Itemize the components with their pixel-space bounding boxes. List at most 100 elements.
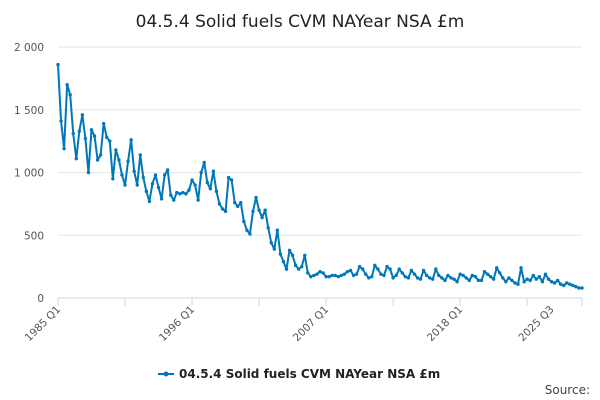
data-point[interactable] xyxy=(571,283,575,288)
data-point[interactable] xyxy=(479,278,484,283)
data-point[interactable] xyxy=(488,274,493,279)
data-point[interactable] xyxy=(181,190,185,195)
data-point[interactable] xyxy=(397,267,401,271)
data-point[interactable] xyxy=(348,268,353,273)
data-point[interactable] xyxy=(473,274,478,279)
data-point[interactable] xyxy=(525,277,529,281)
data-point[interactable] xyxy=(77,129,82,133)
data-point[interactable] xyxy=(190,178,194,182)
data-point[interactable] xyxy=(424,273,429,278)
data-point[interactable] xyxy=(403,274,407,279)
data-point[interactable] xyxy=(437,273,441,278)
data-point[interactable] xyxy=(458,272,462,276)
data-point[interactable] xyxy=(504,279,508,284)
data-point[interactable] xyxy=(156,185,161,190)
data-point[interactable] xyxy=(172,198,176,202)
data-point[interactable] xyxy=(324,274,328,279)
data-point[interactable] xyxy=(552,281,557,285)
data-point[interactable] xyxy=(257,208,261,212)
data-point[interactable] xyxy=(211,169,216,173)
data-point[interactable] xyxy=(86,170,91,175)
data-point[interactable] xyxy=(290,253,295,258)
data-point[interactable] xyxy=(123,183,127,187)
data-point[interactable] xyxy=(537,274,542,279)
data-point[interactable] xyxy=(272,247,276,251)
data-point[interactable] xyxy=(153,173,158,177)
data-point[interactable] xyxy=(159,197,164,201)
data-point[interactable] xyxy=(491,277,496,281)
data-point[interactable] xyxy=(245,228,249,232)
data-point[interactable] xyxy=(205,180,209,185)
data-point[interactable] xyxy=(476,278,481,283)
data-point[interactable] xyxy=(485,272,490,276)
data-point[interactable] xyxy=(336,274,340,279)
data-point[interactable] xyxy=(117,158,121,162)
data-point[interactable] xyxy=(315,272,319,276)
data-point[interactable] xyxy=(467,278,471,283)
data-point[interactable] xyxy=(199,170,203,175)
data-point[interactable] xyxy=(309,274,313,279)
data-point[interactable] xyxy=(565,281,569,285)
data-point[interactable] xyxy=(141,175,145,180)
data-point[interactable] xyxy=(208,187,213,191)
data-point[interactable] xyxy=(330,273,334,278)
data-point[interactable] xyxy=(327,274,331,279)
data-point[interactable] xyxy=(434,267,438,271)
data-point[interactable] xyxy=(574,285,578,289)
data-point[interactable] xyxy=(531,273,535,278)
data-point[interactable] xyxy=(501,276,505,280)
data-point[interactable] xyxy=(443,278,447,283)
data-point[interactable] xyxy=(360,267,365,271)
data-point[interactable] xyxy=(229,178,234,182)
data-point[interactable] xyxy=(577,286,581,290)
data-point[interactable] xyxy=(376,267,380,271)
data-point[interactable] xyxy=(580,286,584,290)
data-point[interactable] xyxy=(284,267,289,271)
data-point[interactable] xyxy=(440,276,444,280)
data-point[interactable] xyxy=(98,153,103,157)
data-point[interactable] xyxy=(263,208,267,212)
data-point[interactable] xyxy=(147,199,152,204)
data-point[interactable] xyxy=(409,268,414,273)
data-point[interactable] xyxy=(528,278,532,283)
data-point[interactable] xyxy=(120,173,124,177)
data-point[interactable] xyxy=(187,188,191,192)
data-point[interactable] xyxy=(281,259,286,264)
data-point[interactable] xyxy=(214,189,219,194)
data-point[interactable] xyxy=(345,269,350,274)
data-point[interactable] xyxy=(357,264,362,269)
data-point[interactable] xyxy=(296,267,301,271)
data-point[interactable] xyxy=(333,273,337,278)
data-point[interactable] xyxy=(354,272,359,276)
data-point[interactable] xyxy=(495,266,499,270)
legend[interactable]: 04.5.4 Solid fuels CVM NAYear NSA £m xyxy=(158,367,440,381)
data-point[interactable] xyxy=(540,279,545,284)
data-point[interactable] xyxy=(196,198,200,202)
data-point[interactable] xyxy=(470,273,475,278)
data-point[interactable] xyxy=(412,272,417,276)
data-point[interactable] xyxy=(248,232,252,236)
data-point[interactable] xyxy=(269,241,273,245)
data-point[interactable] xyxy=(178,192,182,196)
data-point[interactable] xyxy=(236,204,240,209)
data-point[interactable] xyxy=(446,273,450,278)
data-point[interactable] xyxy=(342,272,347,276)
data-point[interactable] xyxy=(278,252,283,256)
data-point[interactable] xyxy=(300,264,304,269)
data-point[interactable] xyxy=(89,128,94,132)
data-point[interactable] xyxy=(92,134,97,138)
data-point[interactable] xyxy=(388,267,392,271)
data-point[interactable] xyxy=(202,160,206,165)
data-point[interactable] xyxy=(138,153,142,157)
data-point[interactable] xyxy=(555,278,560,283)
data-point[interactable] xyxy=(239,200,243,205)
data-point[interactable] xyxy=(108,139,112,143)
data-point[interactable] xyxy=(464,276,468,280)
data-point[interactable] xyxy=(71,131,75,136)
data-point[interactable] xyxy=(339,273,344,278)
data-point[interactable] xyxy=(254,195,258,200)
data-point[interactable] xyxy=(266,226,270,230)
data-point[interactable] xyxy=(351,273,356,278)
data-point[interactable] xyxy=(303,253,307,258)
data-point[interactable] xyxy=(394,273,398,278)
